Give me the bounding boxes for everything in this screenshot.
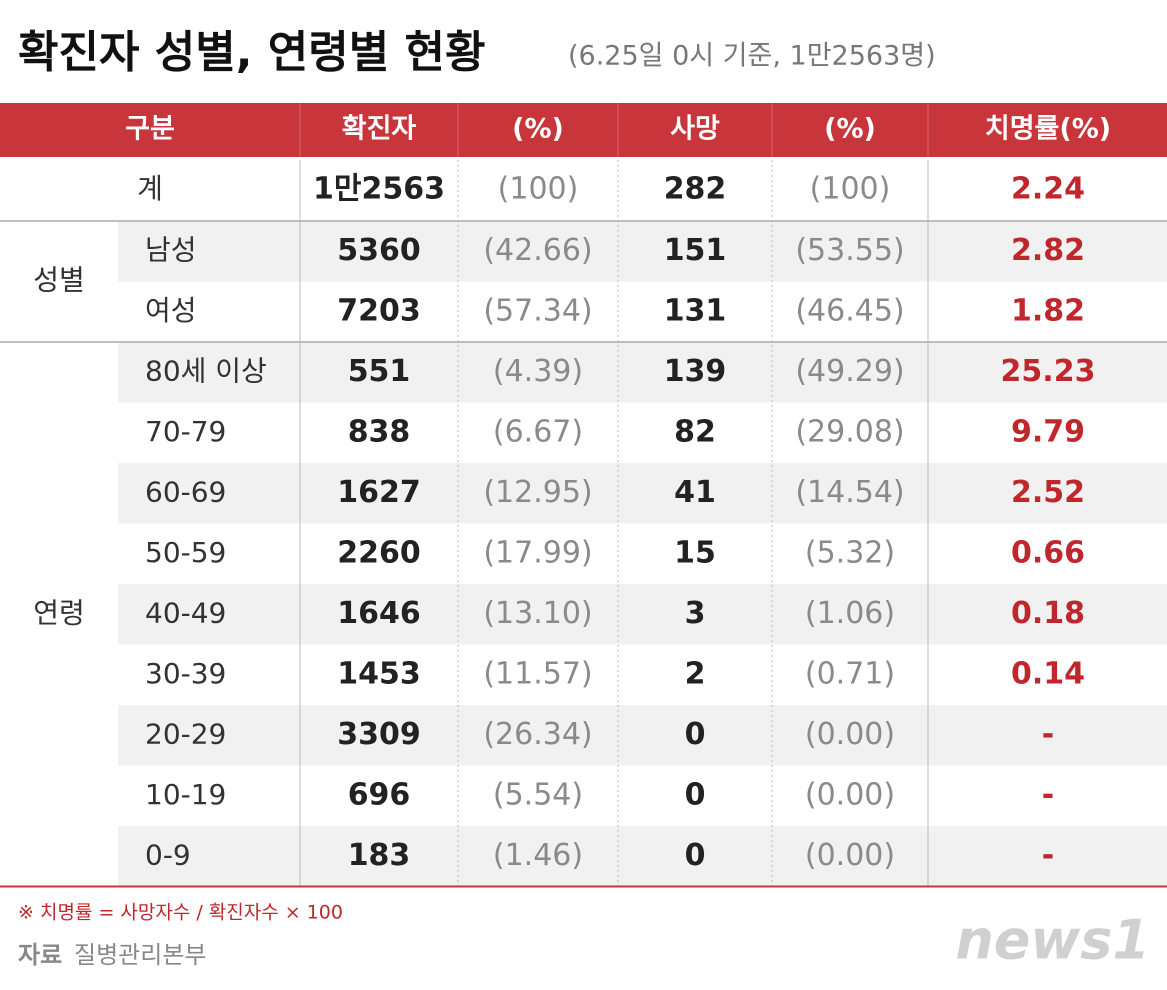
cell: 9.79 (1011, 414, 1085, 449)
cell: (0.00) (805, 838, 895, 873)
cell: 1646 (337, 596, 421, 631)
cell: 3309 (337, 717, 421, 752)
footnote: ※ 치명률 = 사망자수 / 확진자수 × 100 (18, 902, 343, 924)
cell: 183 (348, 838, 411, 873)
row-label: 40-49 (145, 596, 226, 629)
row-background (118, 826, 1167, 887)
cell: (17.99) (483, 535, 592, 570)
cell: 0 (685, 838, 706, 873)
cell: 0.14 (1011, 656, 1085, 691)
row-background (118, 463, 1167, 524)
row-background (118, 221, 1167, 282)
cell: 151 (664, 233, 727, 268)
cell: (11.57) (483, 656, 592, 691)
cell: (5.32) (805, 535, 895, 570)
row-label: 80세 이상 (145, 354, 267, 387)
column-header: 확진자 (342, 114, 417, 145)
cell: (5.54) (493, 777, 583, 812)
cell: (12.95) (483, 475, 592, 510)
cell: (0.00) (805, 777, 895, 812)
cell: (42.66) (483, 233, 592, 268)
cell: (100) (498, 172, 579, 207)
cell: (46.45) (795, 293, 904, 328)
source-label: 자료 (18, 941, 62, 969)
cell: (100) (810, 172, 891, 207)
row-label: 60-69 (145, 475, 226, 508)
cell: (29.08) (795, 414, 904, 449)
column-header: (%) (512, 114, 564, 145)
cell: 0 (685, 777, 706, 812)
cell: (26.34) (483, 717, 592, 752)
cell: (13.10) (483, 596, 592, 631)
column-header: (%) (824, 114, 876, 145)
cell: (57.34) (483, 293, 592, 328)
cell: 82 (674, 414, 716, 449)
cell: 3 (685, 596, 706, 631)
cell: 0.66 (1011, 535, 1085, 570)
subtitle: (6.25일 0시 기준, 1만2563명) (568, 41, 936, 72)
cell: 282 (664, 172, 727, 207)
row-label: 30-39 (145, 657, 226, 690)
group-label: 성별 (33, 264, 85, 297)
logo: news1 (955, 909, 1150, 972)
cell: 2.82 (1011, 233, 1085, 268)
header-row (0, 103, 1167, 157)
row-background (118, 705, 1167, 766)
cell: 2 (685, 656, 706, 691)
cell: (0.71) (805, 656, 895, 691)
cell: (6.67) (493, 414, 583, 449)
cell: 1627 (337, 475, 421, 510)
cell: - (1042, 838, 1054, 873)
row-label: 70-79 (145, 415, 226, 448)
cell: 2260 (337, 535, 421, 570)
row-background (118, 584, 1167, 645)
cell: 1.82 (1011, 293, 1085, 328)
column-header: 구분 (125, 114, 175, 145)
row-background (118, 342, 1167, 403)
cell: 0 (685, 717, 706, 752)
cell: 41 (674, 475, 716, 510)
cell: 696 (348, 777, 411, 812)
cell: 15 (674, 535, 716, 570)
source: 질병관리본부 (74, 941, 206, 969)
cell: 0.18 (1011, 596, 1085, 631)
cell: (14.54) (795, 475, 904, 510)
column-header: 치명률(%) (985, 114, 1111, 145)
title: 확진자 성별, 연령별 현황 (18, 27, 485, 78)
cell: 7203 (337, 293, 421, 328)
cell: (1.46) (493, 838, 583, 873)
table: 구분 확진자 (%) 사망 (%) 치명률(%)계 1만2563 (100) 282 (100) 2… (0, 103, 1167, 888)
row-label: 계 (137, 172, 163, 205)
cell: 551 (348, 354, 411, 389)
cell: 131 (664, 293, 727, 328)
row-label: 50-59 (145, 536, 226, 569)
cell: - (1042, 777, 1054, 812)
cell: - (1042, 717, 1054, 752)
cell: 1만2563 (313, 172, 445, 207)
cell: (1.06) (805, 596, 895, 631)
row-label: 여성 (145, 294, 197, 327)
cell: 5360 (337, 233, 421, 268)
column-header: 사망 (670, 114, 720, 145)
cell: 838 (348, 414, 411, 449)
group-label: 연령 (33, 596, 85, 629)
cell: (49.29) (795, 354, 904, 389)
cell: 2.24 (1011, 172, 1085, 207)
cell: 1453 (337, 656, 421, 691)
cell: 25.23 (1001, 354, 1096, 389)
cell: (0.00) (805, 717, 895, 752)
cell: 139 (664, 354, 727, 389)
row-label: 남성 (145, 233, 197, 266)
cell: (53.55) (795, 233, 904, 268)
cell: 2.52 (1011, 475, 1085, 510)
cell: (4.39) (493, 354, 583, 389)
row-label: 0-9 (145, 838, 191, 871)
row-label: 10-19 (145, 778, 226, 811)
row-label: 20-29 (145, 717, 226, 750)
